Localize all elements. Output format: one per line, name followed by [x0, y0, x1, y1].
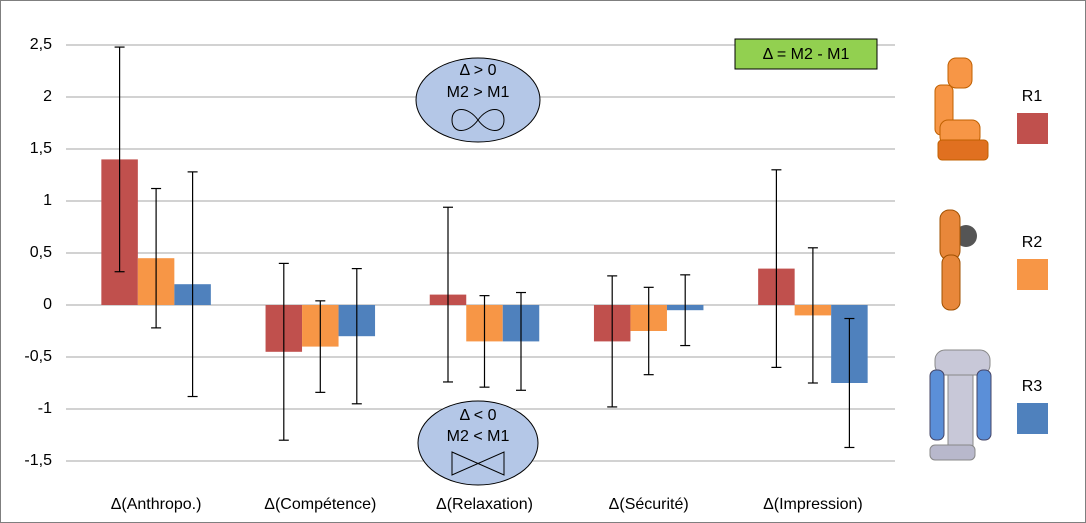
- error-bar: [807, 247, 818, 384]
- infinity-symbol: [451, 109, 505, 131]
- x-tick-label: Δ(Compétence): [264, 496, 376, 513]
- error-bar: [278, 262, 289, 441]
- legend-label: R1: [1022, 88, 1043, 105]
- legend-label: R2: [1022, 234, 1043, 251]
- legend-swatch: [1017, 259, 1048, 290]
- robot-r2: [939, 209, 977, 311]
- bowtie-symbol: [451, 451, 505, 476]
- y-tick-label: 2,5: [30, 36, 52, 53]
- x-tick-label: Δ(Sécurité): [609, 496, 689, 513]
- annotation-text: M2 > M1: [447, 84, 510, 101]
- error-bar: [844, 317, 855, 449]
- error-bar: [479, 295, 490, 388]
- definition-box: [734, 38, 878, 70]
- legend-label: R3: [1022, 378, 1043, 395]
- ellipse: [415, 57, 541, 143]
- annotation-text: Δ > 0: [460, 62, 497, 79]
- error-bar: [114, 46, 125, 273]
- error-bar: [607, 275, 618, 408]
- error-bar: [643, 286, 654, 376]
- legend-swatch: [1017, 403, 1048, 434]
- x-tick-label: Δ(Impression): [763, 496, 863, 513]
- y-tick-label: -1,5: [24, 452, 52, 469]
- y-tick-label: 1: [43, 192, 52, 209]
- legend-swatch: [1017, 113, 1048, 144]
- annotation-text: Δ < 0: [460, 407, 497, 424]
- annotation-negative: Δ < 0 M2 < M1: [417, 400, 539, 486]
- error-bar: [516, 291, 526, 391]
- error-bar: [443, 206, 453, 383]
- error-bar: [680, 274, 691, 347]
- robot-r1: [934, 57, 989, 161]
- y-tick-label: -1: [38, 400, 52, 417]
- annotation-text: M2 < M1: [447, 428, 510, 445]
- robot-r3: [929, 349, 992, 461]
- y-tick-label: 0,5: [30, 244, 52, 261]
- y-tick-label: 0: [43, 296, 52, 313]
- error-bar: [151, 187, 162, 329]
- error-bar: [771, 169, 782, 368]
- legend: R1 R2 R3: [1017, 88, 1048, 434]
- x-tick-label: Δ(Relaxation): [436, 496, 533, 513]
- error-bar: [351, 268, 362, 405]
- ellipse: [417, 400, 539, 486]
- y-tick-label: -0,5: [24, 348, 52, 365]
- plot-area: [66, 44, 895, 462]
- error-bar: [315, 300, 326, 393]
- error-bar: [187, 171, 198, 398]
- y-tick-label: 1,5: [30, 140, 52, 157]
- annotation-text: Δ = M2 - M1: [763, 46, 850, 63]
- y-tick-label: 2: [43, 88, 52, 105]
- x-tick-label: Δ(Anthropo.): [111, 496, 202, 513]
- annotation-positive: Δ > 0 M2 > M1: [415, 57, 541, 143]
